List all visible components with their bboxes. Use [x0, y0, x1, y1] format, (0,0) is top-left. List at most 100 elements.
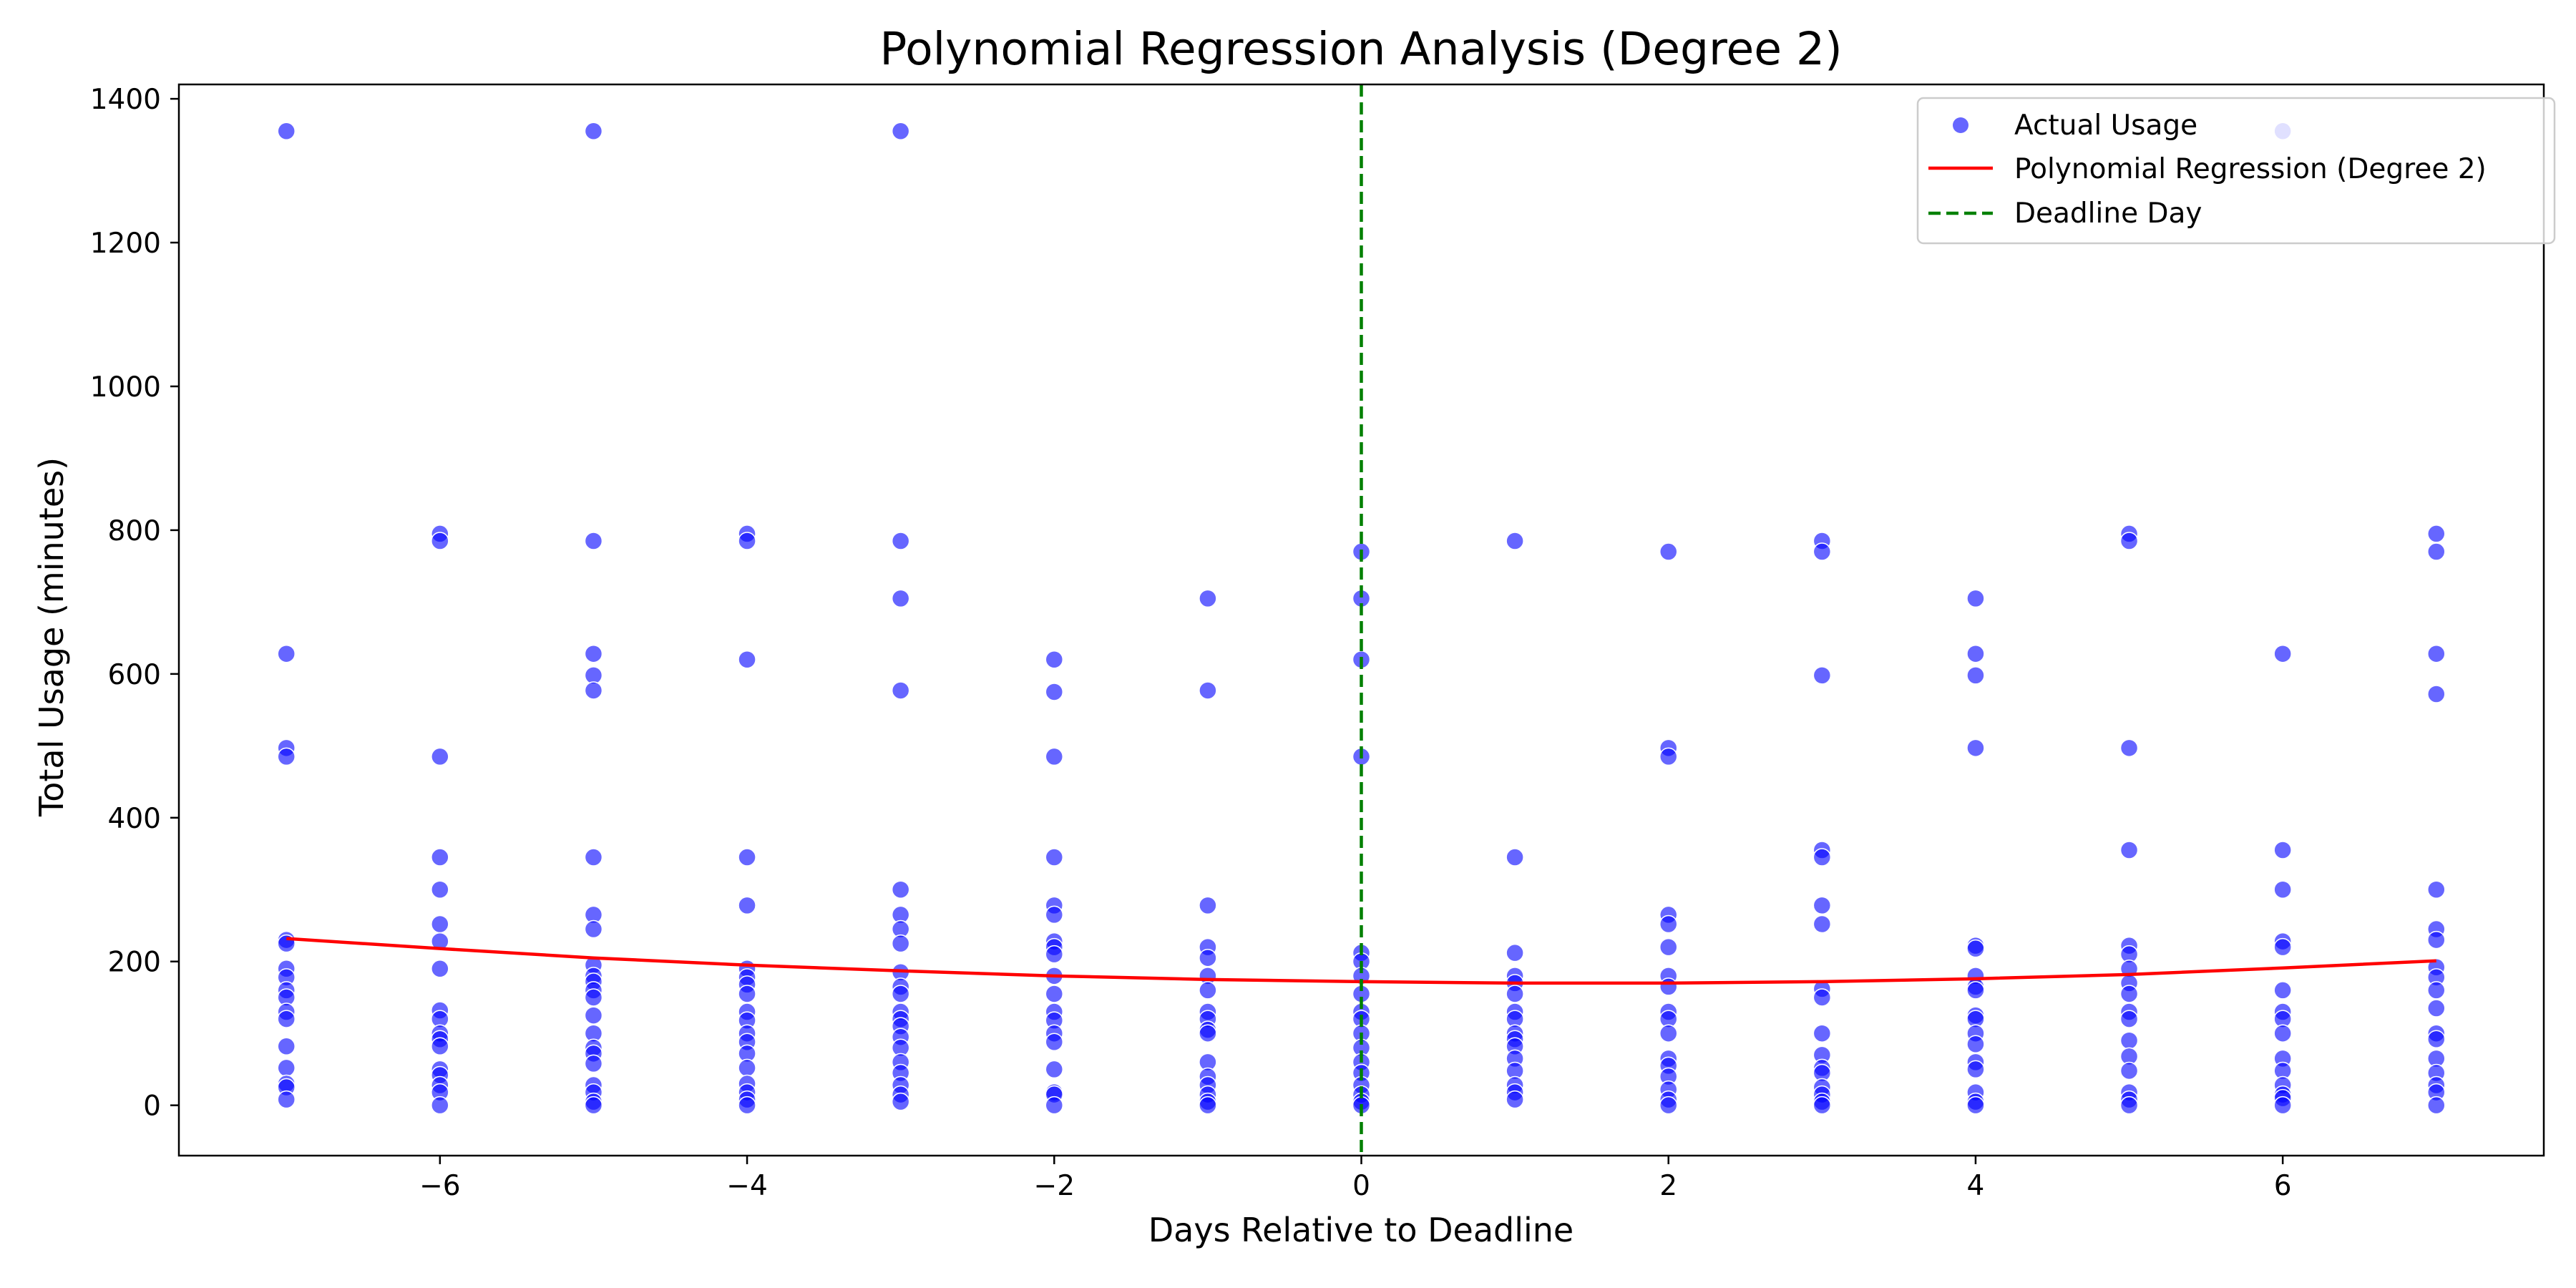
data-point [1966, 738, 1985, 758]
data-point [2119, 1010, 2139, 1028]
data-point [1199, 681, 1217, 700]
data-point [1659, 977, 1678, 996]
data-point [1659, 1096, 1678, 1115]
y-tick-label: 1200 [90, 228, 161, 260]
data-point [584, 681, 603, 700]
legend-label-actual-usage: Actual Usage [2014, 109, 2197, 142]
data-point [1199, 1024, 1217, 1043]
data-point [1813, 914, 1832, 934]
data-point [431, 532, 449, 550]
data-point [891, 880, 910, 899]
data-point [1199, 1096, 1217, 1115]
data-point [431, 848, 449, 867]
data-point [2273, 1096, 2292, 1115]
data-point [1045, 848, 1064, 867]
data-point [2427, 685, 2446, 703]
data-point [1966, 589, 1985, 608]
data-point [2119, 1061, 2139, 1080]
data-point [2119, 738, 2139, 758]
y-tick-label: 600 [108, 659, 161, 691]
data-point [277, 1010, 296, 1028]
legend: Actual Usage Polynomial Regression (Degr… [1916, 97, 2556, 245]
data-point [584, 532, 603, 550]
data-point [1506, 1090, 1524, 1109]
data-point [1813, 848, 1832, 867]
data-point [431, 914, 449, 934]
data-point [277, 644, 296, 663]
legend-marker-actual-usage [1953, 117, 1968, 133]
y-tick-label: 200 [108, 947, 161, 979]
data-point [1659, 937, 1678, 957]
data-point [1199, 896, 1217, 915]
data-point [277, 1058, 296, 1078]
data-point [584, 848, 603, 867]
chart-title: Polynomial Regression Analysis (Degree 2… [879, 23, 1842, 75]
data-point [277, 1090, 296, 1109]
data-point [1659, 1024, 1678, 1043]
x-axis-label: Days Relative to Deadline [1148, 1211, 1574, 1249]
data-point [738, 848, 756, 867]
x-tick-label: −2 [1034, 1170, 1075, 1202]
data-point [2273, 644, 2292, 663]
data-point [738, 896, 756, 915]
data-point [738, 532, 756, 550]
data-point [2427, 644, 2446, 663]
data-point [1199, 948, 1217, 967]
x-tick-label: −6 [419, 1170, 461, 1202]
data-point [738, 1096, 756, 1115]
data-point [1199, 981, 1217, 1000]
data-point [584, 1054, 603, 1073]
data-point [1966, 939, 1985, 958]
data-point [1813, 666, 1832, 685]
data-point [1199, 589, 1217, 608]
y-axis-label: Total Usage (minutes) [32, 457, 71, 817]
legend-label-deadline: Deadline Day [2014, 197, 2202, 230]
data-point [431, 747, 449, 766]
data-point [1659, 747, 1678, 766]
data-point [2273, 1024, 2292, 1043]
data-point [1506, 848, 1524, 867]
data-point [891, 934, 910, 953]
data-point [2427, 880, 2446, 899]
data-point [1966, 981, 1985, 1000]
data-point [1966, 1060, 1985, 1079]
x-tick-label: 6 [2274, 1170, 2292, 1202]
data-point [2119, 532, 2139, 550]
data-point [1813, 542, 1832, 561]
legend-frame [1916, 97, 2556, 245]
data-point [2273, 937, 2292, 957]
data-point [584, 988, 603, 1007]
data-point [1813, 988, 1832, 1007]
data-point [738, 985, 756, 1003]
data-point [891, 1092, 910, 1111]
legend-label-regression: Polynomial Regression (Degree 2) [2014, 153, 2487, 185]
y-tick-label: 1400 [90, 84, 161, 116]
y-tick-label: 400 [108, 803, 161, 835]
data-point [1966, 666, 1985, 685]
data-point [2427, 1030, 2446, 1048]
data-point [2427, 981, 2446, 1000]
data-point [1045, 905, 1064, 924]
data-point [584, 644, 603, 663]
data-point [1659, 542, 1678, 561]
data-point [2119, 1096, 2139, 1115]
y-tick-label: 800 [108, 515, 161, 547]
data-point [1506, 532, 1524, 550]
axes: −6 −4 −2 0 2 4 6 0 200 400 600 800 1000 1200 1400 [90, 83, 2545, 1202]
data-point [738, 650, 756, 669]
data-point [1506, 985, 1524, 1003]
data-point [584, 122, 603, 141]
data-point [277, 1037, 296, 1056]
x-tick-label: 2 [1659, 1170, 1677, 1202]
data-point [2273, 981, 2292, 1000]
data-point [1045, 650, 1064, 669]
data-point [1813, 1096, 1832, 1115]
data-point [2119, 985, 2139, 1003]
x-tick-label: −4 [726, 1170, 768, 1202]
data-point [891, 589, 910, 608]
data-point [2427, 542, 2446, 561]
data-point [584, 1096, 603, 1115]
x-tick-label: 0 [1352, 1170, 1370, 1202]
data-point [431, 1096, 449, 1115]
